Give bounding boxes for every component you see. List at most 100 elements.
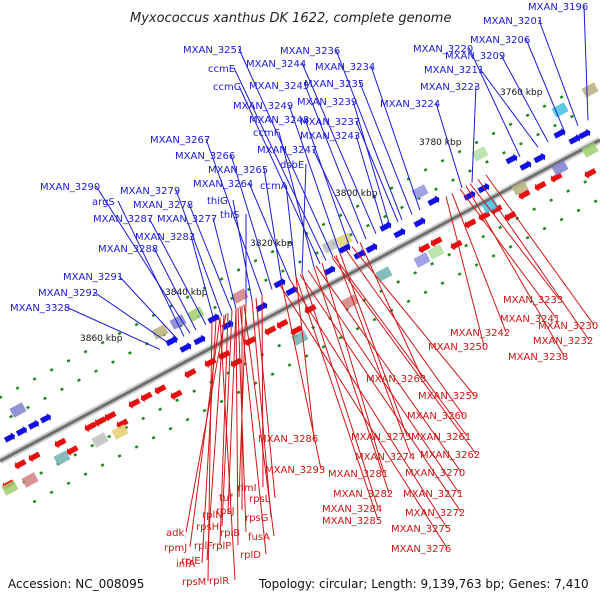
gene-label[interactable]: rplD <box>240 550 261 561</box>
gene-label[interactable]: MXAN_3293 <box>265 465 325 476</box>
gene-arrow[interactable] <box>393 227 406 239</box>
gene-label[interactable]: MXAN_3247 <box>257 145 317 156</box>
gene-label[interactable]: MXAN_3249 <box>233 101 293 112</box>
gene-arrow[interactable] <box>3 432 15 443</box>
gene-label[interactable]: MXAN_3262 <box>420 450 480 461</box>
gene-label[interactable]: ccmC <box>213 82 241 93</box>
gene-label[interactable]: rimI <box>237 483 257 494</box>
gene-label[interactable]: MXAN_3248 <box>249 115 309 126</box>
gene-label[interactable]: MXAN_3263 <box>366 374 426 385</box>
gene-arrow[interactable] <box>28 451 41 463</box>
gene-label[interactable]: MXAN_3264 <box>193 179 253 190</box>
gene-label[interactable]: MXAN_3239 <box>297 97 357 108</box>
gene-arrow[interactable] <box>179 342 192 353</box>
gene-label[interactable]: MXAN_3244 <box>246 59 306 70</box>
gene-label[interactable]: rplP <box>212 541 231 552</box>
gene-arrow[interactable] <box>430 236 443 248</box>
gene-label[interactable]: MXAN_3196 <box>528 2 588 13</box>
gene-arrow[interactable] <box>490 204 503 216</box>
gene-label[interactable]: thiS <box>220 210 239 221</box>
gene-arrow[interactable] <box>128 398 141 409</box>
gene-arrow[interactable] <box>353 249 366 260</box>
gene-label[interactable]: MXAN_3267 <box>150 135 210 146</box>
gene-arrow[interactable] <box>170 389 183 401</box>
gene-arrow[interactable] <box>418 242 431 254</box>
gene-arrow[interactable] <box>533 152 546 164</box>
gene-arrow[interactable] <box>255 301 268 313</box>
gene-label[interactable]: MXAN_3259 <box>418 391 478 402</box>
gene-label[interactable]: MXAN_3236 <box>280 46 340 57</box>
gene-label[interactable]: MXAN_3270 <box>405 468 465 479</box>
gene-label[interactable]: MXAN_3234 <box>315 62 375 73</box>
gene-label[interactable]: MXAN_3279 <box>120 186 180 197</box>
gene-label[interactable]: MXAN_3285 <box>322 516 382 527</box>
gene-arrow[interactable] <box>379 221 392 232</box>
gene-label[interactable]: MXAN_3211 <box>424 65 484 76</box>
gene-arrow[interactable] <box>276 318 289 330</box>
gene-label[interactable]: MXAN_3277 <box>157 214 217 225</box>
gene-label[interactable]: MXAN_3278 <box>133 200 193 211</box>
gene-label[interactable]: dsbE <box>280 160 304 171</box>
gene-arrow[interactable] <box>184 368 197 379</box>
gene-arrow[interactable] <box>413 216 426 228</box>
gene-label[interactable]: MXAN_3201 <box>483 16 543 27</box>
gene-label[interactable]: MXAN_3241 <box>500 314 560 325</box>
gene-arrow[interactable] <box>450 239 463 251</box>
gene-arrow[interactable] <box>84 421 97 433</box>
gene-arrow[interactable] <box>104 410 117 422</box>
gene-arrow[interactable] <box>15 425 27 437</box>
gene-label[interactable]: MXAN_3206 <box>470 35 530 46</box>
gene-arrow[interactable] <box>568 133 581 145</box>
gene-label[interactable]: MXAN_3287 <box>93 214 153 225</box>
gene-label[interactable]: adk <box>166 528 184 539</box>
gene-label[interactable]: rpsL <box>249 494 271 505</box>
gene-arrow[interactable] <box>116 418 129 430</box>
gene-arrow[interactable] <box>94 416 107 427</box>
gene-label[interactable]: MXAN_3230 <box>538 321 598 332</box>
gene-label[interactable]: MXAN_3291 <box>63 272 123 283</box>
gene-arrow[interactable] <box>285 285 298 296</box>
gene-label[interactable]: ccmE <box>208 64 235 75</box>
gene-arrow[interactable] <box>154 384 167 395</box>
gene-label[interactable]: MXAN_3238 <box>508 352 568 363</box>
gene-label[interactable]: MXAN_3224 <box>380 99 440 110</box>
gene-arrow[interactable] <box>553 128 566 139</box>
gene-label[interactable]: MXAN_3242 <box>450 328 510 339</box>
gene-arrow[interactable] <box>518 189 531 201</box>
gene-label[interactable]: MXAN_3275 <box>391 524 451 535</box>
gene-label[interactable]: MXAN_3250 <box>428 342 488 353</box>
gene-arrow[interactable] <box>39 413 51 424</box>
gene-label[interactable]: infA <box>176 559 196 570</box>
gene-label[interactable]: rpmJ <box>164 543 187 554</box>
gene-label[interactable]: MXAN_3233 <box>503 295 563 306</box>
gene-label[interactable]: MXAN_3265 <box>208 165 268 176</box>
gene-arrow[interactable] <box>534 180 547 192</box>
gene-arrow[interactable] <box>140 391 153 403</box>
gene-label[interactable]: ccmF <box>253 128 280 139</box>
gene-label[interactable]: MXAN_3260 <box>407 411 467 422</box>
gene-arrow[interactable] <box>66 445 79 456</box>
gene-arrow[interactable] <box>290 325 303 337</box>
gene-label[interactable]: ccmA <box>260 181 288 192</box>
gene-label[interactable]: MXAN_3266 <box>175 151 235 162</box>
gene-label[interactable]: MXAN_3209 <box>445 51 505 62</box>
gene-arrow[interactable] <box>338 243 351 254</box>
gene-arrow[interactable] <box>477 182 490 194</box>
gene-label[interactable]: MXAN_3283 <box>135 232 195 243</box>
gene-label[interactable]: rplF <box>194 541 213 552</box>
gene-label[interactable]: MXAN_3281 <box>328 469 388 480</box>
gene-label[interactable]: rpsH <box>196 522 219 533</box>
gene-label[interactable]: MXAN_3261 <box>411 432 471 443</box>
gene-label[interactable]: MXAN_3274 <box>355 452 415 463</box>
gene-label[interactable]: MXAN_3288 <box>98 244 158 255</box>
gene-arrow[interactable] <box>365 242 378 254</box>
gene-arrow[interactable] <box>519 160 532 171</box>
gene-arrow[interactable] <box>244 336 257 347</box>
gene-label[interactable]: MXAN_3276 <box>391 544 451 555</box>
gene-label[interactable]: MXAN_3251 <box>183 45 243 56</box>
gene-label[interactable]: MXAN_3243 <box>300 131 360 142</box>
gene-arrow[interactable] <box>27 419 39 430</box>
gene-label[interactable]: rpsG <box>245 513 268 524</box>
gene-arrow[interactable] <box>578 128 591 140</box>
gene-label[interactable]: MXAN_3282 <box>333 489 393 500</box>
